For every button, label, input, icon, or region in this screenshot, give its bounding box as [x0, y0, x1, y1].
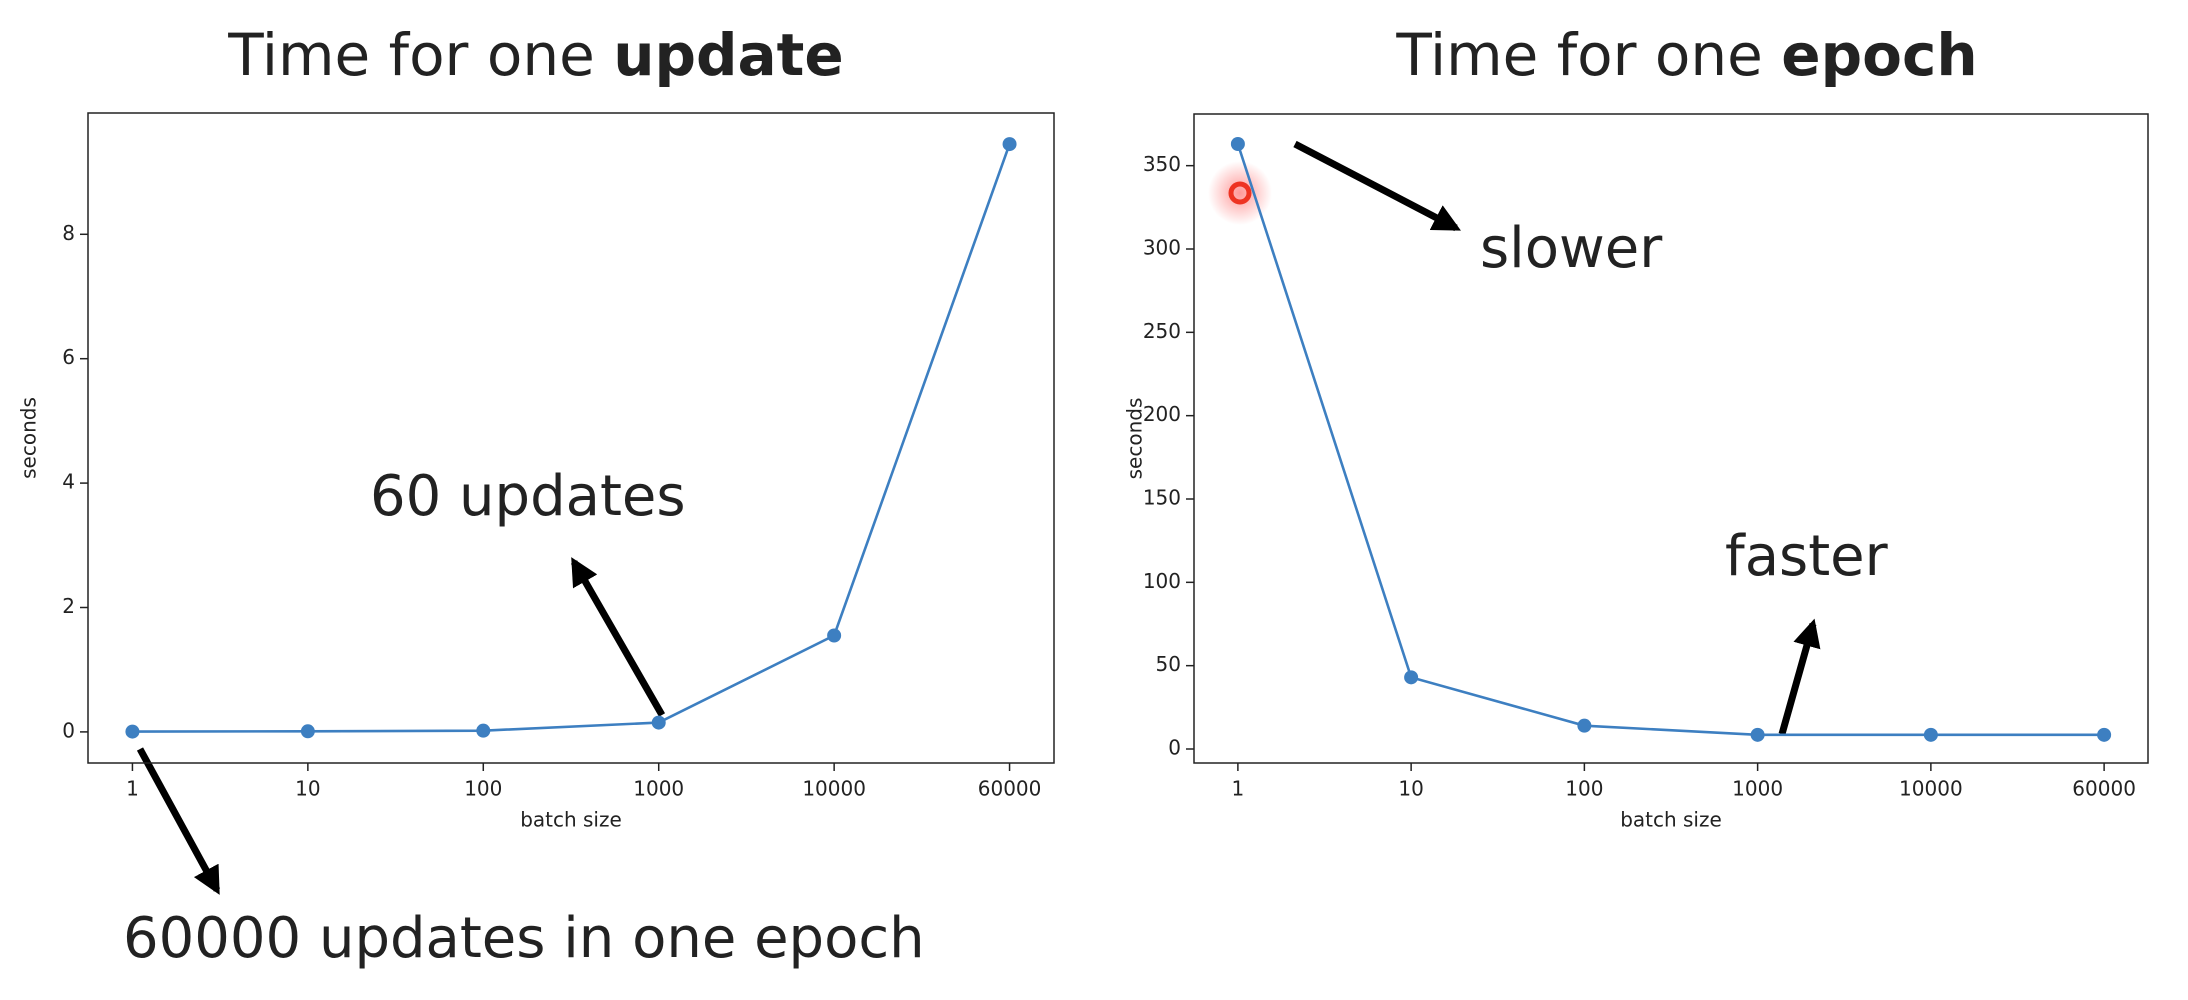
chart-title: Time for one update	[227, 21, 843, 89]
x-tick-label: 10000	[802, 777, 866, 801]
y-tick-label: 100	[1143, 569, 1181, 593]
y-tick-label: 250	[1143, 319, 1181, 343]
point	[827, 628, 842, 643]
annotation: 60000 updates in one epoch	[123, 906, 925, 971]
y-tick-label: 200	[1143, 402, 1181, 426]
x-tick-label: 10	[295, 777, 320, 801]
x-tick-label: 100	[464, 777, 502, 801]
point	[1923, 727, 1938, 742]
chart: Time for one update 0 2 4 6 8 1 10 100 1000 10000 6…	[17, 21, 1055, 971]
x-tick-label: 60000	[2072, 777, 2136, 801]
point	[2097, 727, 2112, 742]
arrows	[136, 140, 1821, 895]
y-tick-label: 8	[62, 221, 75, 245]
series-line	[1236, 143, 2105, 737]
cursor	[1228, 181, 1252, 205]
x-axis-label: batch size	[520, 808, 622, 832]
point	[651, 715, 666, 730]
chart-title: Time for one epoch	[1395, 21, 1977, 89]
annotation: 60 updates	[370, 464, 686, 529]
point	[300, 724, 315, 739]
arrow	[1778, 618, 1821, 735]
y-tick-label: 6	[62, 345, 75, 369]
point	[1577, 718, 1592, 733]
x-tick-label: 10000	[1899, 777, 1963, 801]
point	[1230, 137, 1245, 151]
y-tick-label: 0	[1168, 736, 1181, 760]
annotation: slower	[1480, 216, 1663, 281]
arrow	[570, 557, 666, 717]
x-axis-label: batch size	[1620, 808, 1722, 832]
x-tick-label: 1	[1232, 777, 1245, 801]
x-tick-label: 1000	[633, 777, 684, 801]
y-tick-label: 300	[1143, 236, 1181, 260]
plot-frame	[1193, 113, 2149, 764]
arrow	[1293, 140, 1461, 232]
plot-frame	[87, 112, 1055, 764]
cursor-glow	[1208, 161, 1272, 225]
title-text: Time for one	[1395, 21, 1763, 89]
point	[476, 723, 491, 738]
point	[1750, 727, 1765, 742]
x-tick-label: 60000	[978, 777, 1042, 801]
x-tick-label: 1	[126, 777, 139, 801]
y-tick-label: 50	[1156, 652, 1181, 676]
point	[1404, 670, 1419, 685]
title-text: Time for one	[227, 21, 595, 89]
x-tick-label: 100	[1565, 777, 1603, 801]
y-tick-label: 2	[62, 594, 75, 618]
y-axis-label: seconds	[17, 397, 41, 479]
arrow	[136, 747, 221, 895]
y-tick-label: 150	[1143, 486, 1181, 510]
point	[125, 724, 140, 739]
x-tick-label: 1000	[1732, 777, 1783, 801]
chart: Time for one epoch 0 50 100 150 200 250 300 350 1…	[1123, 21, 2149, 832]
y-axis-label: seconds	[1123, 398, 1147, 480]
y-tick-label: 4	[62, 470, 75, 494]
title-emphasis: epoch	[1781, 21, 1977, 89]
point	[1002, 137, 1017, 152]
series-line	[132, 143, 1011, 733]
annotation: faster	[1725, 524, 1889, 589]
x-tick-label: 10	[1398, 777, 1423, 801]
y-tick-label: 350	[1143, 152, 1181, 176]
title-emphasis: update	[613, 21, 844, 89]
y-tick-label: 0	[62, 718, 75, 742]
